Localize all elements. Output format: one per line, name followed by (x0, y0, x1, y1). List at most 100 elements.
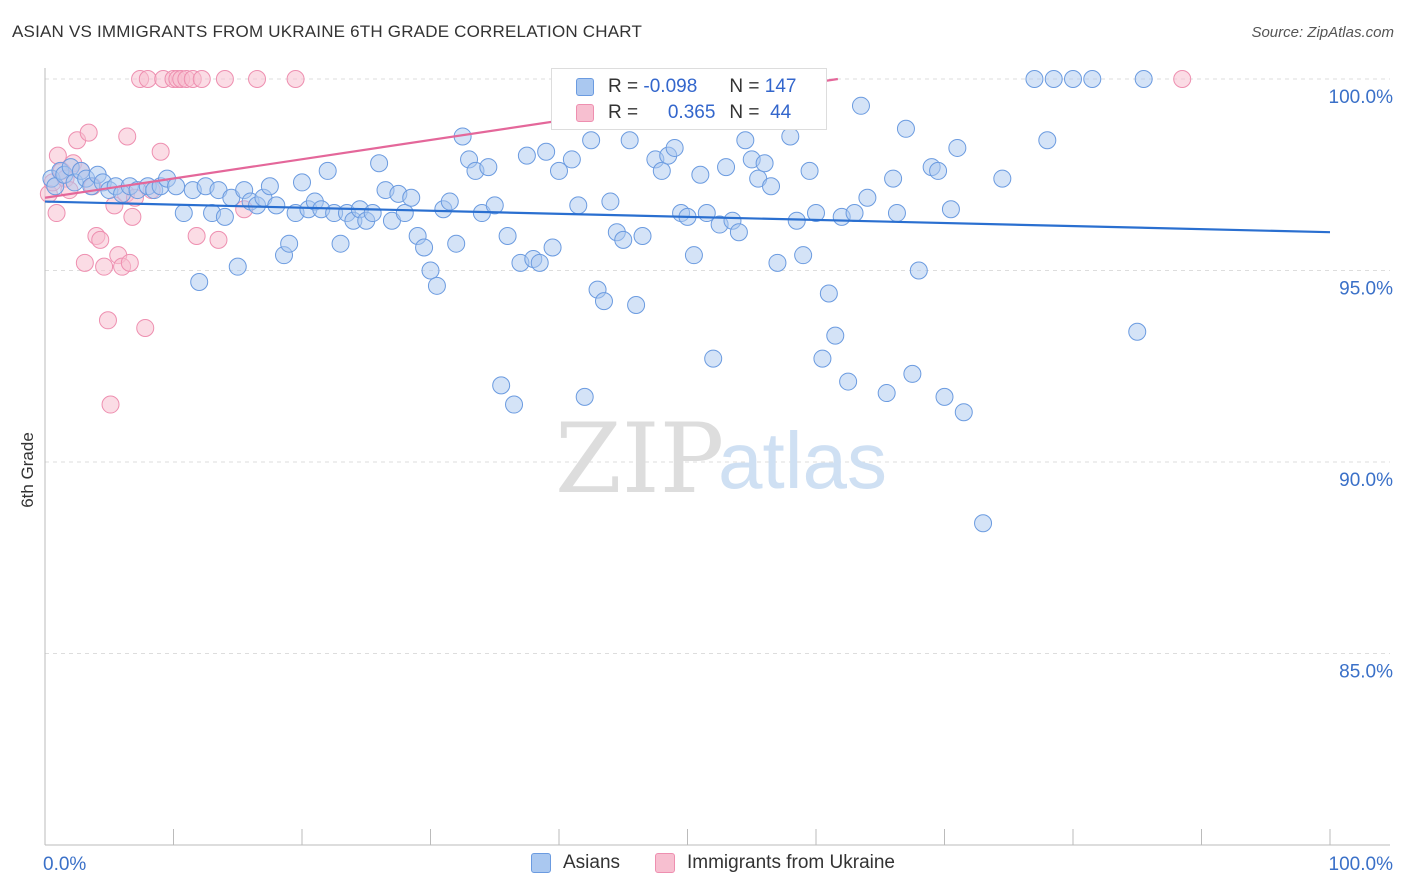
watermark: ZIP atlas (555, 403, 887, 515)
asian-point-45 (331, 234, 350, 253)
asian-point-21 (174, 204, 193, 223)
asian-point-135 (929, 161, 948, 180)
asian-point-69 (485, 196, 504, 215)
asian-point-107 (729, 223, 748, 242)
asian-point-76 (530, 253, 549, 272)
asian-point-83 (575, 387, 594, 406)
asian-point-122 (826, 326, 845, 345)
asian-point-62 (440, 192, 459, 211)
asian-point-120 (813, 349, 832, 368)
ukraine-point-39 (209, 230, 228, 249)
asian-point-51 (370, 154, 389, 173)
asian-point-121 (819, 284, 838, 303)
watermark-atlas: atlas (718, 416, 887, 505)
asians-n-value: 147 (764, 76, 797, 97)
ukraine-n-label: N = (729, 102, 760, 123)
ukraine-point-17 (101, 395, 120, 414)
asian-point-118 (800, 161, 819, 180)
stats-row-asians: R = -0.098 N = 147 (576, 74, 796, 100)
gridlines (45, 78, 1390, 654)
asian-point-37 (280, 234, 299, 253)
ukraine-point-23 (120, 253, 139, 272)
asian-point-138 (948, 138, 967, 157)
ukraine-point-30 (151, 142, 170, 161)
axes (44, 68, 1390, 846)
asian-point-81 (562, 150, 581, 169)
asian-point-115 (781, 127, 800, 146)
asian-point-108 (736, 131, 755, 150)
asian-point-111 (755, 154, 774, 173)
asian-point-132 (903, 364, 922, 383)
asians-n-label: N = (729, 76, 760, 97)
asian-point-97 (665, 138, 684, 157)
asian-point-143 (1038, 131, 1057, 150)
ukraine-point-16 (98, 311, 117, 330)
asian-point-148 (1134, 70, 1153, 88)
asian-point-141 (993, 169, 1012, 188)
asian-point-79 (550, 161, 568, 180)
asian-point-112 (762, 177, 781, 196)
asian-point-101 (691, 165, 710, 184)
asians-swatch (576, 78, 594, 96)
asians-r-value: -0.098 (643, 76, 698, 97)
legend-ukraine-label: Immigrants from Ukraine (687, 852, 895, 873)
asian-point-27 (215, 207, 234, 226)
ukraine-point-38 (192, 70, 211, 88)
asian-point-91 (627, 295, 646, 314)
asian-point-50 (363, 204, 382, 223)
y-axis-label: 6th Grade (18, 432, 37, 508)
asian-point-55 (395, 204, 414, 223)
asian-point-90 (620, 131, 639, 150)
ukraine-swatch (576, 104, 594, 122)
asian-point-72 (505, 395, 524, 414)
legend-ukraine-swatch (655, 853, 675, 873)
legend-item-ukraine[interactable]: Immigrants from Ukraine (655, 852, 895, 874)
chart-title: ASIAN VS IMMIGRANTS FROM UKRAINE 6TH GRA… (12, 22, 643, 41)
ukraine-point-44 (1173, 70, 1192, 88)
ukraine-point-27 (136, 318, 155, 337)
y-tick-label-0: 85.0% (1339, 662, 1393, 683)
asian-point-147 (1128, 322, 1147, 341)
asian-point-34 (260, 177, 279, 196)
asian-point-117 (794, 246, 813, 265)
ukraine-r-value: 0.365 (667, 102, 716, 123)
x-tick-label-0: 0.0% (43, 854, 86, 875)
ukraine-point-40 (215, 70, 234, 88)
ukraine-point-11 (79, 123, 98, 142)
ukraine-n-value: 44 (770, 102, 792, 123)
asian-point-142 (1025, 70, 1044, 88)
ukraine-point-42 (248, 70, 267, 88)
ukraine-point-14 (91, 230, 110, 249)
asian-point-60 (427, 276, 446, 295)
legend-item-asians[interactable]: Asians (531, 852, 620, 874)
legend-asians-swatch (531, 853, 551, 873)
asian-point-103 (704, 349, 723, 368)
asian-point-105 (717, 158, 736, 177)
asian-point-124 (839, 372, 858, 391)
ukraine-point-2 (47, 204, 66, 223)
asian-point-136 (935, 387, 954, 406)
asian-point-63 (447, 234, 466, 253)
source-label: Source: ZipAtlas.com (1251, 24, 1394, 41)
legend-asians-label: Asians (563, 852, 621, 873)
asian-point-137 (941, 200, 960, 219)
watermark-zip: ZIP (555, 403, 724, 515)
asian-point-71 (498, 227, 517, 246)
asian-point-119 (807, 204, 825, 223)
ukraine-r-label: R = (608, 102, 639, 123)
asian-point-84 (582, 131, 601, 150)
asian-point-20 (167, 177, 186, 196)
asian-point-126 (851, 96, 870, 115)
ukraine-point-37 (187, 227, 206, 246)
asian-point-77 (537, 142, 556, 161)
asian-point-43 (318, 161, 337, 180)
asian-point-144 (1044, 70, 1063, 88)
asian-point-100 (684, 246, 703, 265)
asians-r-label: R = (608, 76, 639, 97)
ukraine-point-10 (75, 253, 94, 272)
asian-point-70 (492, 376, 511, 395)
asian-point-89 (614, 230, 633, 249)
asian-point-139 (954, 403, 973, 422)
stats-box: R = -0.098 N = 147 R = 0.365 N = 44 (551, 68, 827, 130)
